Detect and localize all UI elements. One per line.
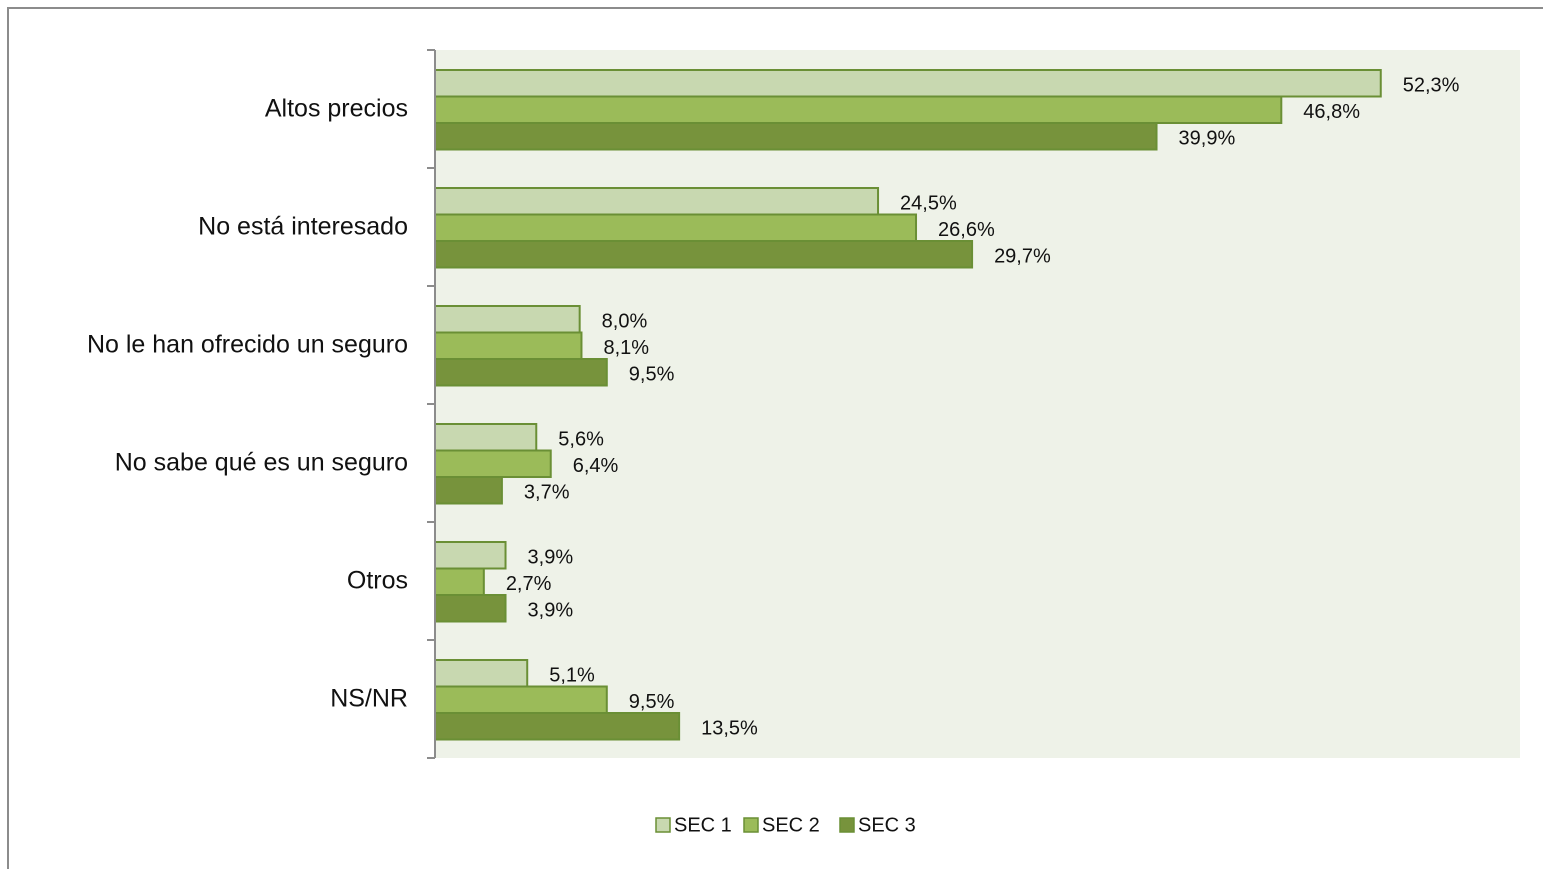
bar — [434, 213, 918, 242]
value-label: 2,7% — [506, 573, 552, 595]
bar — [434, 685, 608, 714]
bar — [434, 122, 1158, 151]
legend-swatch — [839, 817, 855, 833]
value-label: 3,7% — [524, 482, 570, 504]
category-label: No está interesado — [198, 212, 408, 240]
frame — [7, 7, 1543, 869]
value-label: 24,5% — [900, 193, 957, 215]
value-label: 9,5% — [629, 364, 675, 386]
category-label: No le han ofrecido un seguro — [87, 330, 408, 358]
plot-area — [435, 50, 1520, 758]
bar — [434, 712, 681, 741]
value-label: 3,9% — [528, 547, 574, 569]
legend-label: SEC 2 — [762, 814, 820, 836]
value-label: 9,5% — [629, 691, 675, 713]
bar — [434, 449, 552, 478]
value-label: 6,4% — [573, 455, 619, 477]
bar — [434, 423, 538, 452]
bar — [434, 659, 529, 688]
bar — [434, 476, 503, 505]
bar — [434, 240, 974, 269]
value-label: 46,8% — [1303, 101, 1360, 123]
legend-swatch — [655, 817, 671, 833]
bar — [434, 331, 583, 360]
bar — [434, 594, 507, 623]
value-label: 3,9% — [528, 600, 574, 622]
value-label: 8,1% — [603, 337, 649, 359]
value-label: 5,6% — [558, 429, 604, 451]
category-label: NS/NR — [330, 684, 408, 712]
bar — [434, 541, 507, 570]
bar — [434, 187, 880, 216]
category-label: No sabe qué es un seguro — [115, 448, 408, 476]
category-label: Altos precios — [265, 94, 408, 122]
value-label: 29,7% — [994, 246, 1051, 268]
value-label: 52,3% — [1403, 75, 1460, 97]
legend-swatch — [743, 817, 759, 833]
bar — [434, 69, 1382, 98]
bar — [434, 95, 1283, 124]
value-label: 39,9% — [1179, 128, 1236, 150]
bar — [434, 358, 608, 387]
legend-label: SEC 3 — [858, 814, 916, 836]
value-label: 5,1% — [549, 665, 595, 687]
legend-label: SEC 1 — [674, 814, 732, 836]
value-label: 26,6% — [938, 219, 995, 241]
category-label: Otros — [347, 566, 408, 594]
bar — [434, 567, 485, 596]
bar — [434, 305, 581, 334]
value-label: 13,5% — [701, 718, 758, 740]
value-label: 8,0% — [602, 311, 648, 333]
